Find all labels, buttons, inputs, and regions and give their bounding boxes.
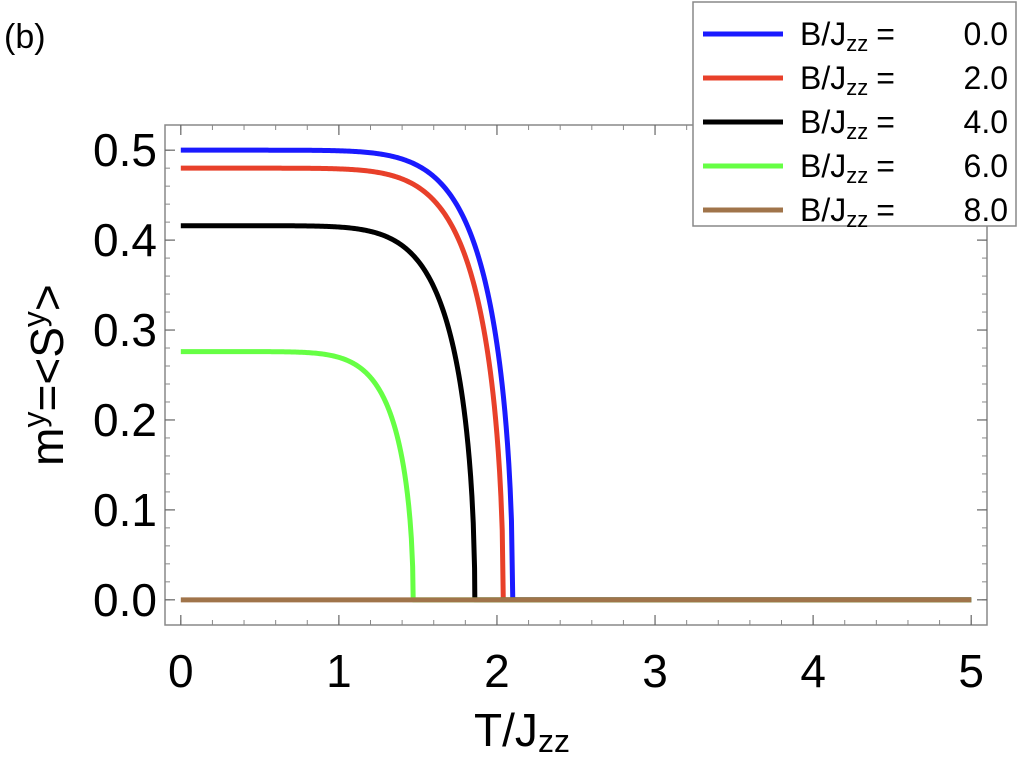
x-tick-label: 3 [642,645,668,697]
legend: B/Jzz = 0.0 B/Jzz = 2.0 B/Jzz = 4.0 B/Jzz = 6.0 B/Jz… [692,1,1017,232]
x-tick-label: 0 [168,645,194,697]
x-tick-label: 2 [484,645,510,697]
series-lines [179,147,973,603]
y-tick-label: 0.0 [93,574,157,626]
y-tick-label: 0.4 [93,214,157,266]
plot-frame [164,124,988,626]
y-tick-label: 0.3 [93,304,157,356]
legend-label: B/Jzz = [800,60,895,100]
panel-label: (b) [4,18,46,56]
legend-label: B/Jzz = [800,192,895,232]
legend-box [692,1,1017,227]
y-tick-label: 0.2 [93,394,157,446]
legend-value: 6.0 [964,148,1008,184]
legend-label: B/Jzz = [800,16,895,56]
y-tick-labels: 0.0 0.1 0.2 0.3 0.4 0.5 [93,124,157,626]
x-tick-labels: 0 1 2 3 4 5 [168,645,984,697]
legend-entries: B/Jzz = 0.0 B/Jzz = 2.0 B/Jzz = 4.0 B/Jzz = 6.0 B/Jz… [703,16,1008,232]
legend-value: 2.0 [964,60,1008,96]
series-line-6-0 [179,349,973,603]
legend-label: B/Jzz = [800,148,895,188]
y-tick-label: 0.1 [93,484,157,536]
legend-value: 4.0 [964,104,1008,140]
x-tick-label: 1 [326,645,352,697]
series-line-4-0 [179,223,973,603]
y-tick-label: 0.5 [93,124,157,176]
legend-value: 0.0 [964,16,1008,52]
x-tick-label: 4 [800,645,826,697]
y-axis-title: my=<Sy> [16,284,73,466]
x-axis-title: T/Jzz [474,704,570,759]
legend-label: B/Jzz = [800,104,895,144]
x-tick-label: 5 [958,645,984,697]
legend-value: 8.0 [964,192,1008,228]
series-line-2-0 [179,165,973,603]
